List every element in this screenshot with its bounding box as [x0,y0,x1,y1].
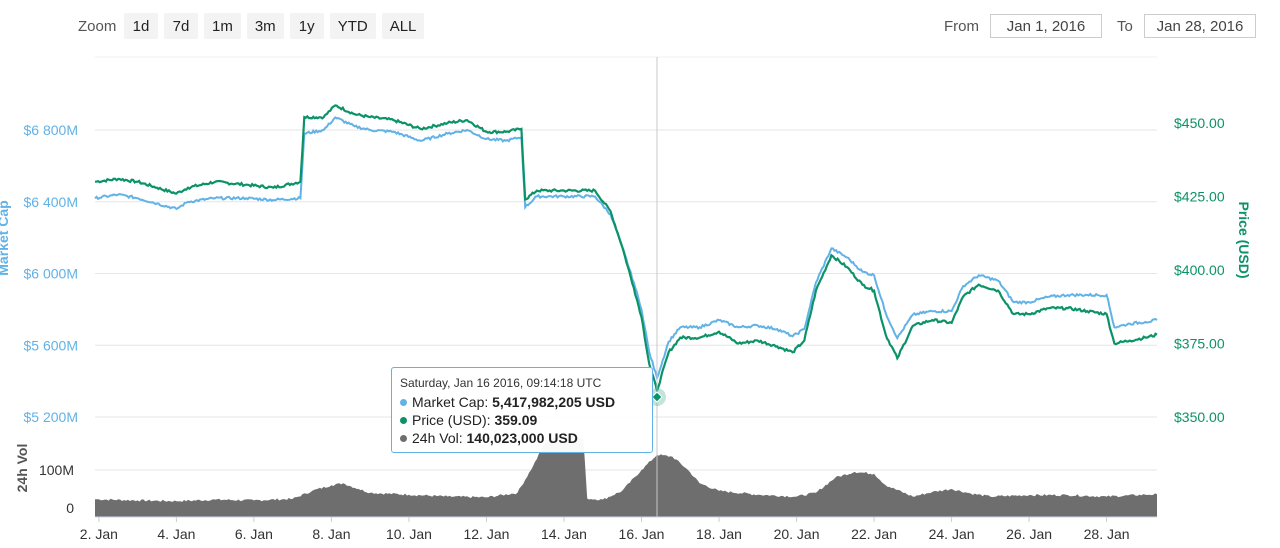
x-tick-label: 4. Jan [157,526,195,542]
x-tick-label: 26. Jan [1006,526,1052,542]
tooltip-date: Saturday, Jan 16 2016, 09:14:18 UTC [400,376,602,390]
x-tick-label: 18. Jan [696,526,742,542]
x-tick-label: 22. Jan [851,526,897,542]
y-volume-tick-label: 100M [39,462,74,478]
zoom-1d-button[interactable]: 1d [124,13,158,39]
x-tick-label: 28. Jan [1084,526,1130,542]
price-series-line [94,104,1158,395]
y-left-tick-label: $6 800M [24,122,78,138]
tooltip-label: Price (USD): [412,412,495,428]
x-tick-label: 14. Jan [541,526,587,542]
tooltip-label: Market Cap: [412,394,493,410]
zoom-button-group: 1d 7d 1m 3m 1y YTD ALL [124,13,425,39]
y-axis-left-title: Market Cap [0,200,11,275]
to-label: To [1117,18,1133,35]
x-tick-label: 24. Jan [929,526,975,542]
y-right-tick-label: $400.00 [1174,262,1225,278]
y-axis-right-title: Price (USD) [1236,201,1252,278]
x-tick-label: 12. Jan [463,526,509,542]
y-left-tick-label: $6 000M [24,266,78,282]
y-axis-right-labels: $350.00 $375.00 $400.00 $425.00 $450.00 [1174,115,1225,425]
tooltip-row-market-cap: Market Cap: 5,417,982,205 USD [400,393,644,411]
y-right-tick-label: $450.00 [1174,115,1225,131]
price-dot-icon [400,417,407,424]
y-right-tick-label: $425.00 [1174,189,1225,205]
x-tick-label: 16. Jan [619,526,665,542]
market-cap-dot-icon [400,399,407,406]
zoom-1y-button[interactable]: 1y [289,13,324,39]
zoom-all-button[interactable]: ALL [381,13,425,39]
tooltip-label: 24h Vol: [412,430,467,446]
x-tick-label: 2. Jan [80,526,118,542]
zoom-7d-button[interactable]: 7d [164,13,198,39]
volume-series-area [95,432,1157,517]
y-axis-volume-labels: 0 100M [39,462,74,516]
y-left-tick-label: $6 400M [24,194,78,210]
volume-area [95,432,1157,517]
y-volume-tick-label: 0 [66,500,74,516]
x-tick-label: 10. Jan [386,526,432,542]
zoom-label: Zoom [78,18,117,35]
y-right-tick-label: $350.00 [1174,409,1225,425]
zoom-1m-button[interactable]: 1m [204,13,241,39]
series-lines [94,104,1158,395]
y-axis-left-labels: $5 200M $5 600M $6 000M $6 400M $6 800M [24,122,78,425]
tooltip-row-volume: 24h Vol: 140,023,000 USD [400,429,644,447]
x-axis-labels: 2. Jan 4. Jan 6. Jan 8. Jan 10. Jan 12. Jan 14… [80,516,1157,542]
data-tooltip: Saturday, Jan 16 2016, 09:14:18 UTC Mark… [391,367,653,453]
from-label: From [944,18,979,35]
tooltip-value: 5,417,982,205 USD [492,394,616,410]
tooltip-row-price: Price (USD): 359.09 [400,411,644,429]
hover-marker-icon [651,391,663,403]
y-right-tick-label: $375.00 [1174,336,1225,352]
zoom-3m-button[interactable]: 3m [246,13,284,39]
zoom-ytd-button[interactable]: YTD [329,13,376,39]
chart-toolbar: Zoom 1d 7d 1m 3m 1y YTD ALL From To [0,0,1280,50]
x-tick-label: 6. Jan [235,526,273,542]
y-left-tick-label: $5 600M [24,337,78,353]
market-cap-series-line [94,116,1158,382]
x-tick-label: 8. Jan [312,526,350,542]
tooltip-value: 359.09 [494,412,538,428]
from-date-input[interactable] [990,14,1102,38]
tooltip-value: 140,023,000 USD [466,430,578,446]
y-left-tick-label: $5 200M [24,409,78,425]
to-date-input[interactable] [1144,14,1256,38]
x-tick-label: 20. Jan [774,526,820,542]
volume-dot-icon [400,435,407,442]
y-axis-volume-title: 24h Vol [14,444,30,493]
